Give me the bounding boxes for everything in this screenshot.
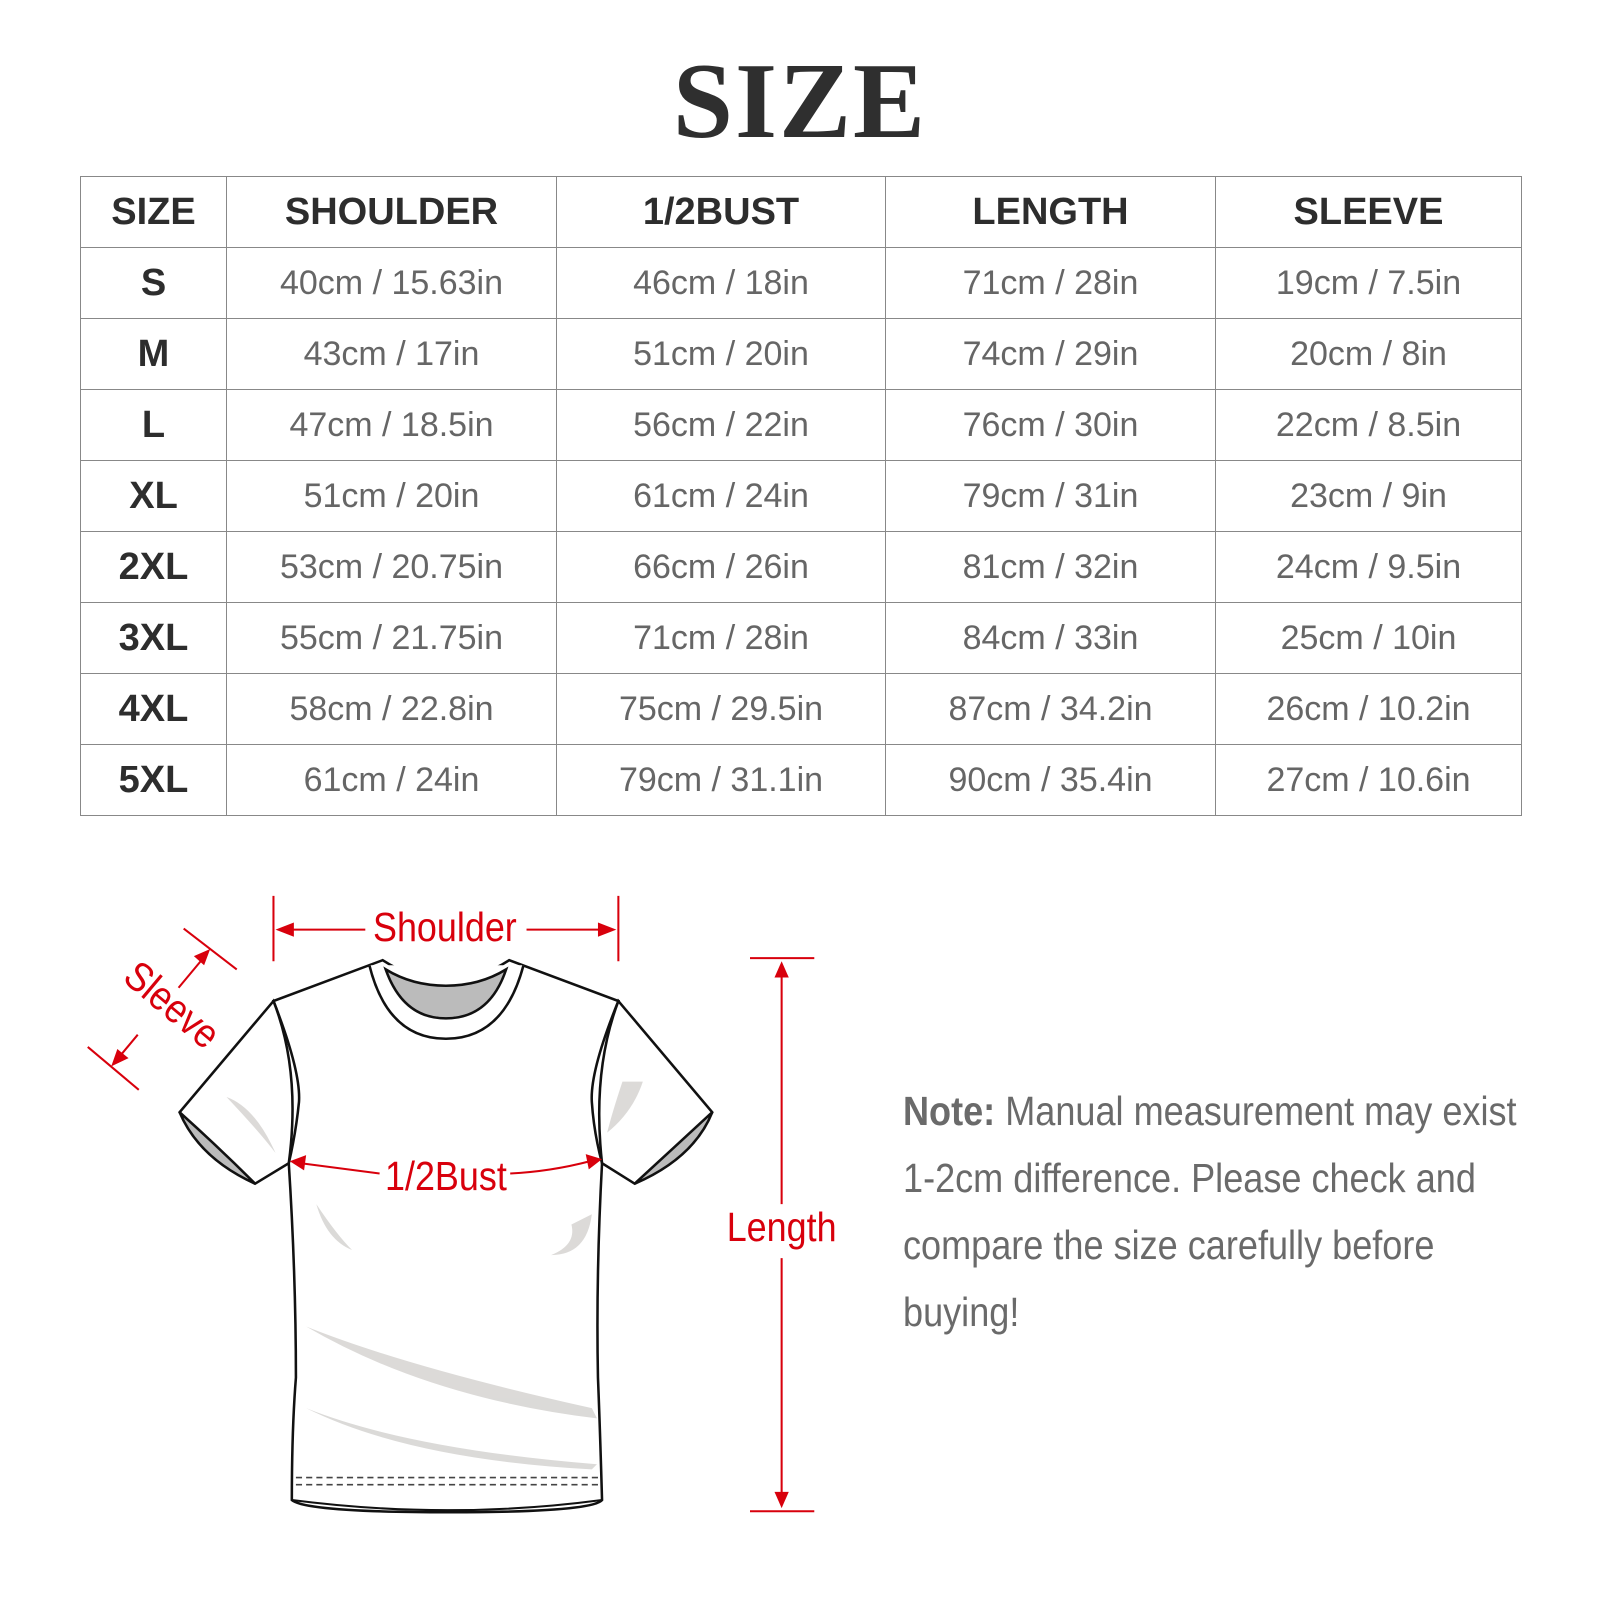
measurement-cell: 19cm / 7.5in — [1215, 247, 1522, 319]
measurement-cell: 23cm / 9in — [1215, 460, 1522, 532]
table-row: XL 51cm / 20in 61cm / 24in 79cm / 31in 23cm … — [80, 460, 1522, 532]
table-row: 3XL 55cm / 21.75in 71cm / 28in 84cm / 33in 2… — [80, 602, 1522, 674]
table-row: 5XL 61cm / 24in 79cm / 31.1in 90cm / 35.4in… — [80, 744, 1522, 816]
measurement-cell: 56cm / 22in — [556, 389, 886, 461]
note-text: Note: Manual measurement may exist 1-2cm… — [903, 1078, 1537, 1346]
measurement-cell: 90cm / 35.4in — [885, 744, 1216, 816]
column-header: SIZE — [80, 176, 227, 248]
measure-arrows — [87, 895, 815, 1513]
measurement-cell: 40cm / 15.63in — [226, 247, 557, 319]
table-row: 4XL 58cm / 22.8in 75cm / 29.5in 87cm / 34.2… — [80, 673, 1522, 745]
measurement-cell: 71cm / 28in — [885, 247, 1216, 319]
column-header: LENGTH — [885, 176, 1216, 248]
table-header-row: SIZE SHOULDER 1/2BUST LENGTH SLEEVE — [80, 176, 1522, 248]
measurement-cell: 61cm / 24in — [226, 744, 557, 816]
measurement-cell: 46cm / 18in — [556, 247, 886, 319]
fabric-shading — [226, 1081, 643, 1470]
measurement-cell: 51cm / 20in — [226, 460, 557, 532]
size-cell: 5XL — [80, 744, 227, 816]
page-title: SIZE — [672, 42, 928, 161]
table-row: L 47cm / 18.5in 56cm / 22in 76cm / 30in 22cm… — [80, 389, 1522, 461]
measurement-cell: 61cm / 24in — [556, 460, 886, 532]
measurement-cell: 55cm / 21.75in — [226, 602, 557, 674]
size-cell: S — [80, 247, 227, 319]
measurement-cell: 81cm / 32in — [885, 531, 1216, 603]
measurement-cell: 43cm / 17in — [226, 318, 557, 390]
measurement-cell: 58cm / 22.8in — [226, 673, 557, 745]
shoulder-label: Shoulder — [373, 905, 517, 951]
measurement-cell: 22cm / 8.5in — [1215, 389, 1522, 461]
table-row: S 40cm / 15.63in 46cm / 18in 71cm / 28in 19c… — [80, 247, 1522, 319]
measurement-cell: 51cm / 20in — [556, 318, 886, 390]
measurement-cell: 75cm / 29.5in — [556, 673, 886, 745]
size-cell: L — [80, 389, 227, 461]
measurement-cell: 20cm / 8in — [1215, 318, 1522, 390]
table-row: 2XL 53cm / 20.75in 66cm / 26in 81cm / 32in 2… — [80, 531, 1522, 603]
measurement-cell: 84cm / 33in — [885, 602, 1216, 674]
table-row: M 43cm / 17in 51cm / 20in 74cm / 29in 20cm /… — [80, 318, 1522, 390]
measurement-cell: 71cm / 28in — [556, 602, 886, 674]
bust-label: 1/2Bust — [385, 1154, 507, 1200]
size-cell: XL — [80, 460, 227, 532]
length-label: Length — [727, 1205, 837, 1251]
note-label: Note: — [903, 1088, 996, 1134]
tshirt-illustration — [178, 958, 714, 1514]
measurement-cell: 53cm / 20.75in — [226, 531, 557, 603]
size-cell: 3XL — [80, 602, 227, 674]
size-cell: 4XL — [80, 673, 227, 745]
measurement-cell: 79cm / 31.1in — [556, 744, 886, 816]
measurement-cell: 76cm / 30in — [885, 389, 1216, 461]
measurement-cell: 74cm / 29in — [885, 318, 1216, 390]
column-header: SLEEVE — [1215, 176, 1522, 248]
size-table: SIZE SHOULDER 1/2BUST LENGTH SLEEVE S 40cm / … — [80, 176, 1522, 816]
measurement-cell: 27cm / 10.6in — [1215, 744, 1522, 816]
note-body: Manual measurement may exist 1-2cm diffe… — [903, 1088, 1517, 1335]
measurement-cell: 25cm / 10in — [1215, 602, 1522, 674]
column-header: 1/2BUST — [556, 176, 886, 248]
measurement-cell: 66cm / 26in — [556, 531, 886, 603]
measurement-cell: 26cm / 10.2in — [1215, 673, 1522, 745]
size-cell: M — [80, 318, 227, 390]
measurement-cell: 24cm / 9.5in — [1215, 531, 1522, 603]
